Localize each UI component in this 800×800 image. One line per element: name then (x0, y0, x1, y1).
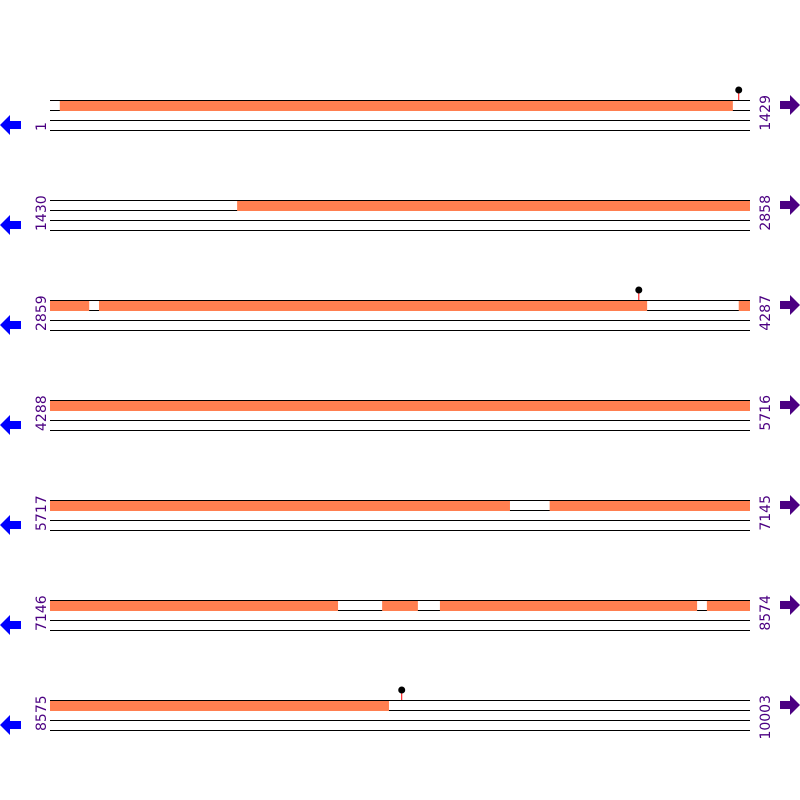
sequence-row: 1430 2858 (0, 195, 800, 235)
marker-icon[interactable] (735, 86, 743, 94)
row-end-label: 2858 (758, 195, 774, 231)
arrow-left-icon[interactable] (0, 615, 21, 635)
arrow-left-icon[interactable] (0, 315, 21, 335)
row-start-label: 1430 (34, 195, 50, 231)
arrow-right-icon[interactable] (780, 95, 800, 115)
arrow-left-icon[interactable] (0, 415, 21, 435)
row-start-label: 4288 (34, 395, 50, 431)
feature-segment[interactable] (439, 601, 698, 611)
feature-segment[interactable] (549, 501, 750, 511)
arrow-left-icon[interactable] (0, 515, 21, 535)
arrow-left-icon[interactable] (0, 115, 21, 135)
feature-segment[interactable] (738, 301, 750, 311)
feature-segment[interactable] (50, 601, 339, 611)
feature-segment[interactable] (382, 601, 418, 611)
arrow-right-icon[interactable] (780, 295, 800, 315)
feature-segment[interactable] (50, 701, 389, 711)
sequence-row: 4288 5716 (0, 395, 800, 435)
feature-segment[interactable] (237, 201, 751, 211)
arrow-right-icon[interactable] (780, 595, 800, 615)
arrow-left-icon[interactable] (0, 715, 21, 735)
row-start-label: 2859 (34, 295, 50, 331)
row-start-label: 8575 (34, 695, 50, 731)
marker-icon[interactable] (635, 286, 643, 294)
row-end-label: 7145 (758, 495, 774, 531)
row-end-label: 10003 (758, 695, 774, 740)
row-start-label: 1 (34, 122, 50, 131)
row-start-label: 7146 (34, 595, 50, 631)
arrow-left-icon[interactable] (0, 215, 21, 235)
row-end-label: 1429 (758, 95, 774, 131)
arrow-right-icon[interactable] (780, 395, 800, 415)
row-end-label: 5716 (758, 395, 774, 431)
arrow-right-icon[interactable] (780, 695, 800, 715)
arrow-right-icon[interactable] (780, 195, 800, 215)
feature-segment[interactable] (706, 601, 750, 611)
row-start-label: 5717 (34, 495, 50, 531)
sequence-row: 5717 7145 (0, 495, 800, 535)
sequence-row: 1 1429 (0, 86, 800, 135)
feature-segment[interactable] (50, 501, 510, 511)
sequence-row: 7146 8574 (0, 595, 800, 635)
arrow-right-icon[interactable] (780, 495, 800, 515)
feature-segment[interactable] (50, 301, 90, 311)
feature-segment[interactable] (50, 401, 750, 411)
sequence-row: 2859 4287 (0, 286, 800, 335)
marker-icon[interactable] (398, 686, 406, 694)
sequence-row: 8575 10003 (0, 686, 800, 740)
row-end-label: 4287 (758, 295, 774, 331)
feature-segment[interactable] (59, 101, 733, 111)
row-end-label: 8574 (758, 595, 774, 631)
feature-segment[interactable] (98, 301, 648, 311)
